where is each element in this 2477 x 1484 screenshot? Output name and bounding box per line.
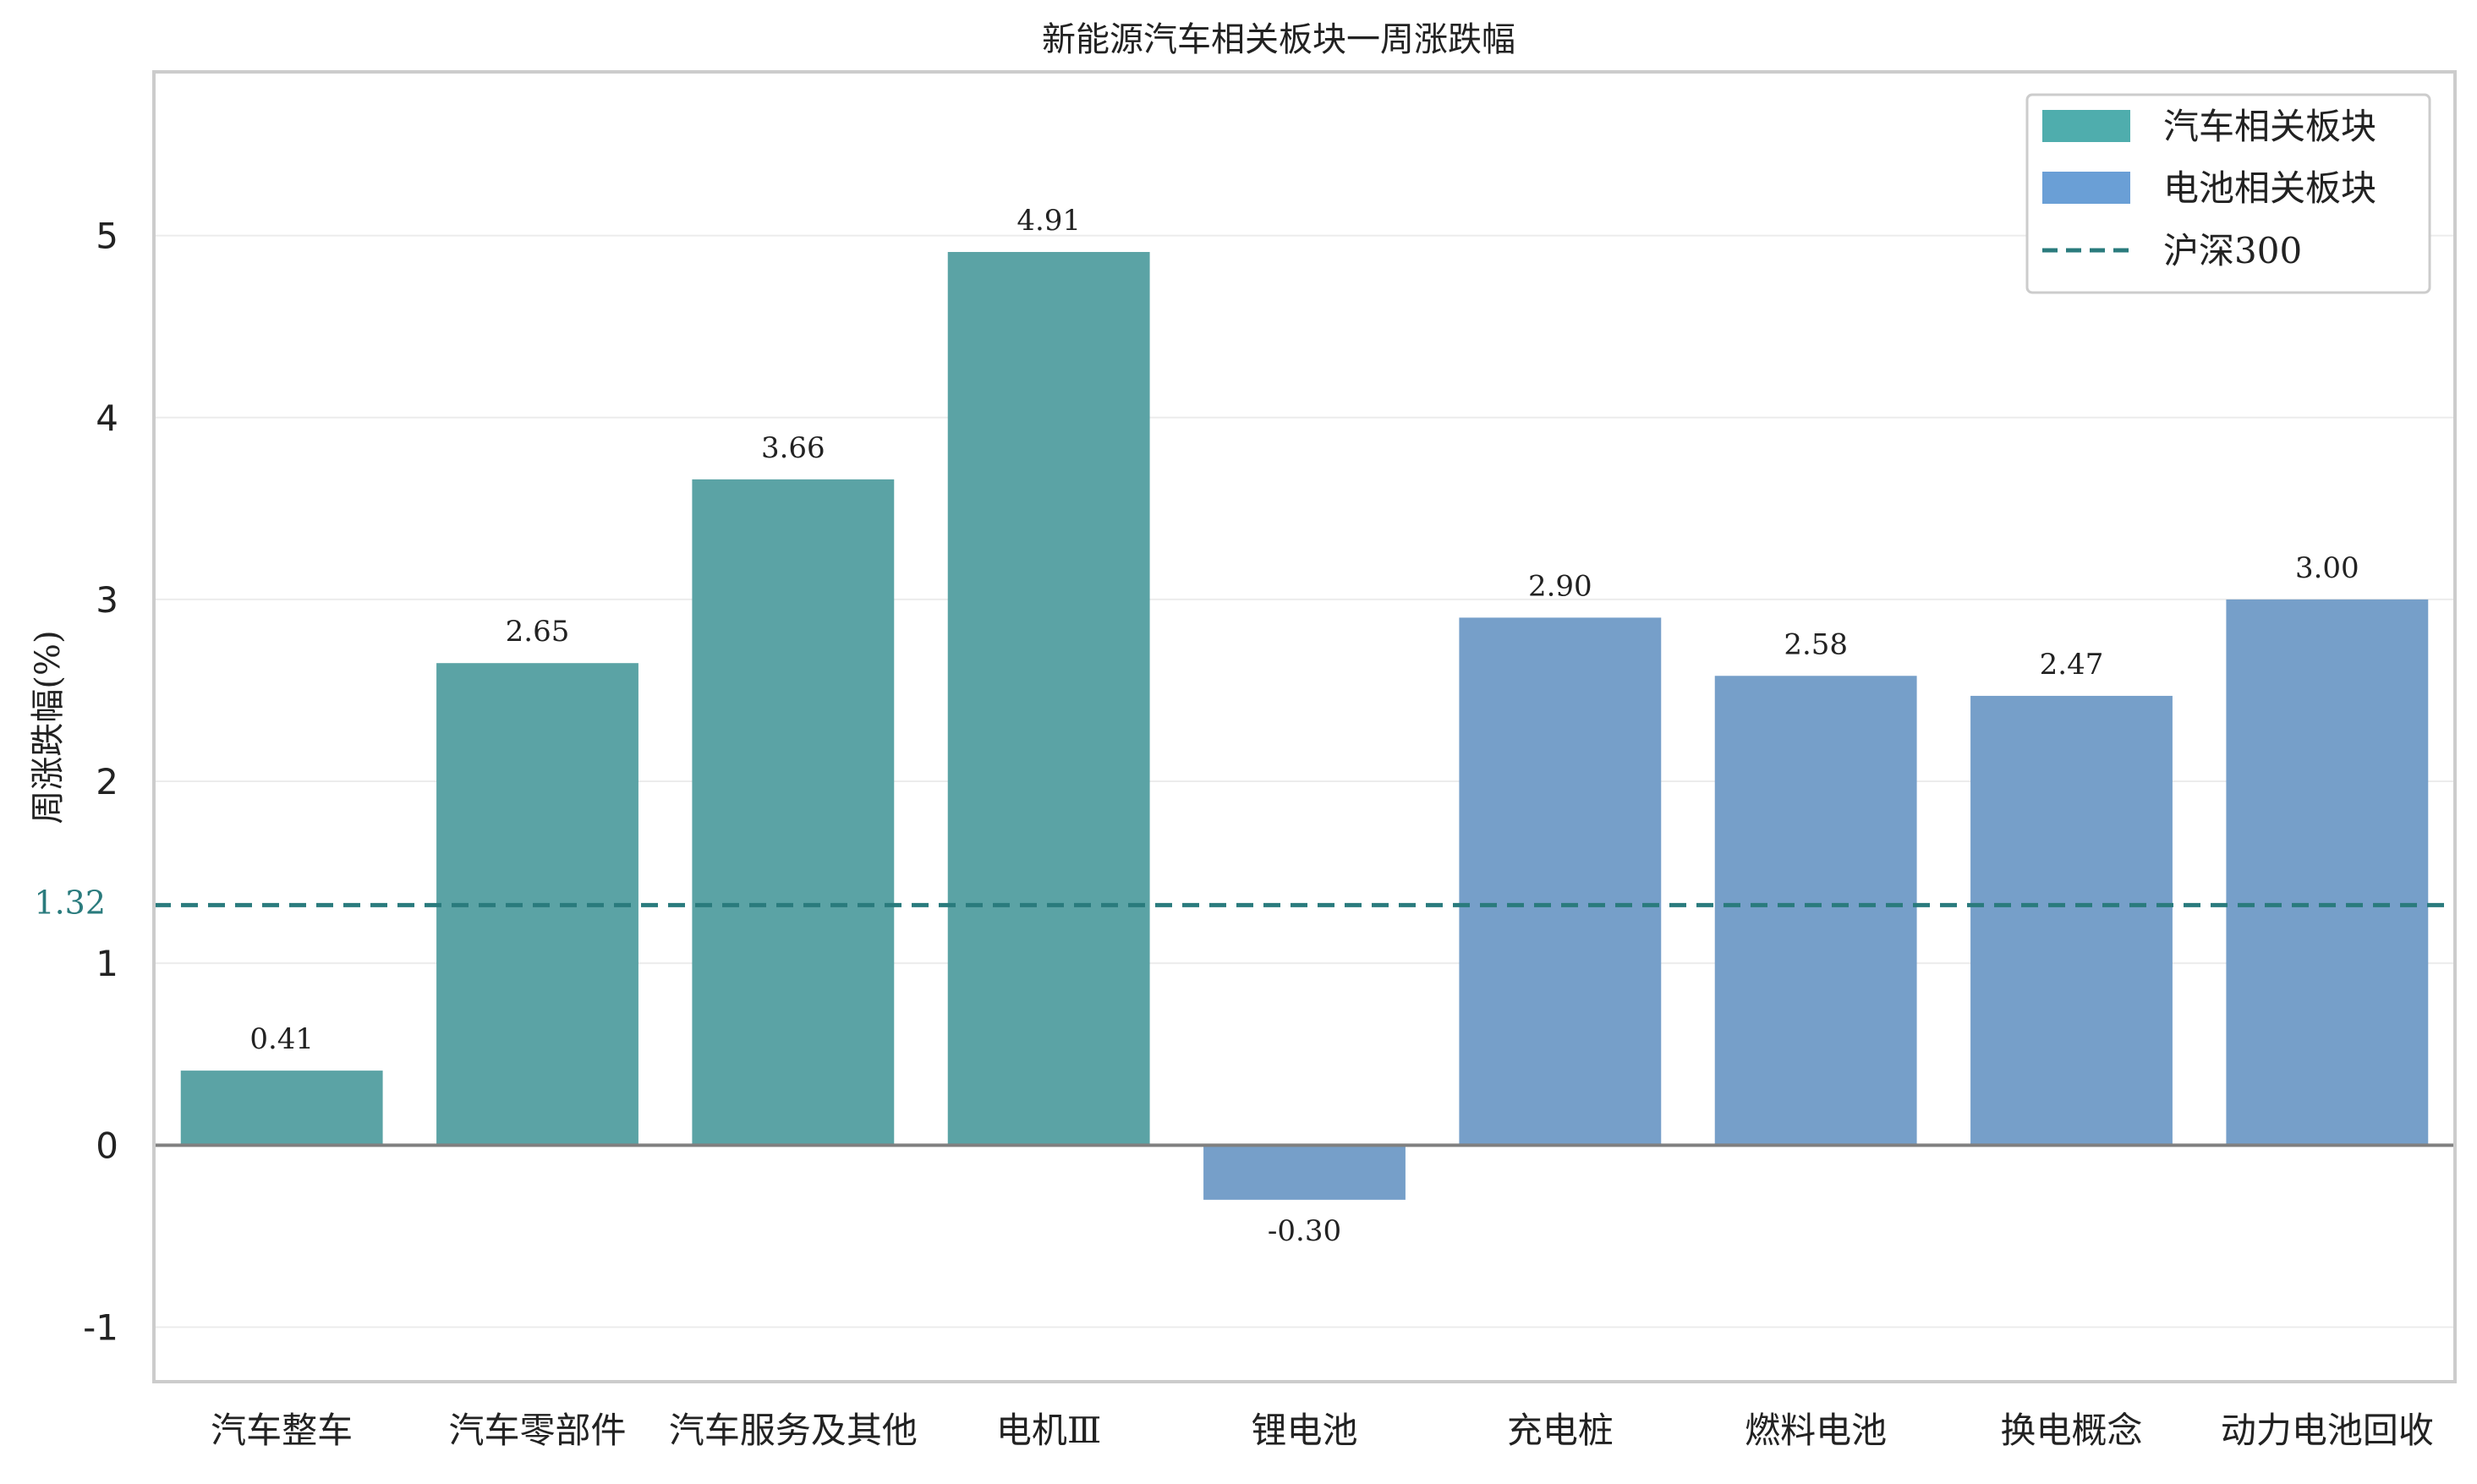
plot-frame [152,70,2457,1383]
bar [1714,676,1917,1146]
chart-title: 新能源汽车相关板块一周涨跌幅 [1042,20,1515,59]
x-tick-label: 汽车整车 [211,1410,353,1451]
value-label: -0.30 [1268,1214,1341,1248]
y-tick-label: 5 [96,216,118,257]
x-tick-label: 充电桩 [1507,1410,1614,1451]
x-tick-label: 换电概念 [2000,1410,2142,1451]
y-tick-label: 3 [96,579,118,621]
bars [180,251,2429,1200]
value-label: 3.00 [2295,551,2359,585]
x-tick-label: 电机Ⅲ [996,1410,1102,1451]
bar [180,1071,383,1146]
axes [152,70,2457,1383]
value-label: 2.58 [1784,627,1848,661]
reference-line-label: 1.32 [34,884,106,921]
bar [2226,599,2429,1146]
bar [1970,695,2173,1146]
y-axis-label: 周涨跌幅(%) [29,630,68,824]
y-tick-label: -1 [83,1306,118,1348]
legend-label-car: 汽车相关板块 [2163,106,2376,147]
legend-box [2025,93,2431,294]
legend-label-hs300: 沪深300 [2163,230,2302,271]
x-tick-label: 燃料电池 [1745,1410,1887,1451]
y-tick-label: 4 [96,397,118,439]
bar [1459,617,1662,1146]
legend-label-battery: 电池相关板块 [2163,167,2376,209]
value-label: 0.41 [249,1022,314,1056]
value-label: 4.91 [1017,204,1081,238]
y-tick-label: 1 [96,943,118,984]
bar [1203,1145,1406,1200]
value-label: 3.66 [761,431,825,465]
x-tick-label: 汽车服务及其他 [669,1410,918,1451]
legend: 汽车相关板块 电池相关板块 沪深300 [2025,93,2431,294]
bar [692,479,895,1146]
x-tick-label: 动力电池回收 [2221,1410,2434,1451]
value-label: 2.90 [1528,569,1592,603]
y-tick-label: 0 [96,1125,118,1166]
legend-swatch-car [2042,110,2130,142]
bar [947,251,1150,1146]
value-label: 2.47 [2040,648,2104,682]
y-tick-label: 2 [96,761,118,802]
value-label: 2.65 [506,615,570,649]
x-tick-label: 汽车零部件 [448,1410,626,1451]
legend-swatch-battery [2042,172,2130,204]
labels: -1 0 1 2 3 4 5 0.41 汽车整车 2.65 汽车零部件 3.66 汽车服务及其他 4.91… [34,204,2433,1451]
x-tick-label: 锂电池 [1251,1410,1357,1451]
